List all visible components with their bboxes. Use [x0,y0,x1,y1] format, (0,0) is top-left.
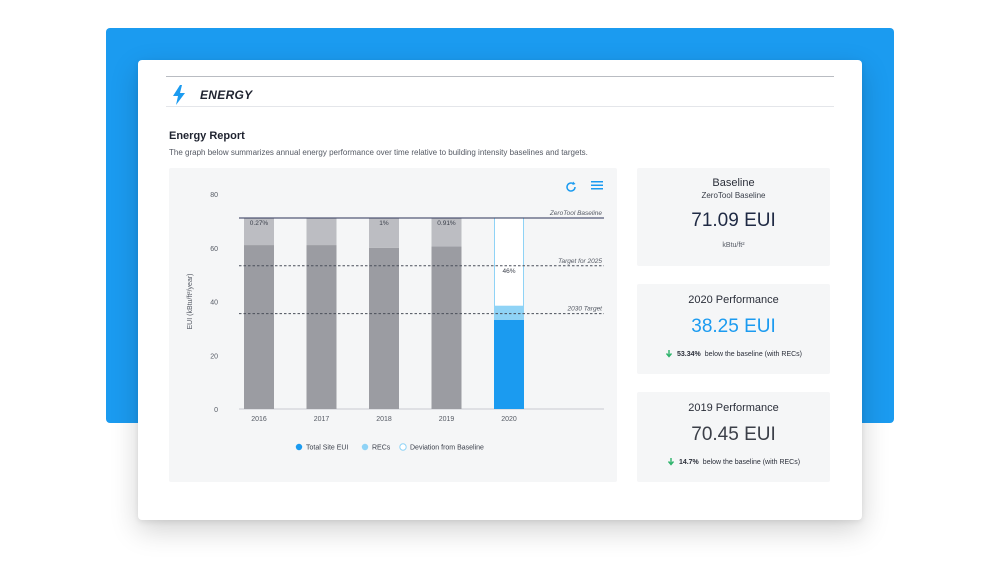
report-description: The graph below summarizes annual energy… [169,148,588,157]
energy-chart-panel: EUI (kBtu/ft²/year) 0 20 40 60 80 2016 0.27% 201… [169,168,617,482]
reference-line-label: Target for 2025 [558,258,602,265]
stat-note: 53.34% below the baseline (with RECs) [637,350,830,358]
performance-2020-stat-card: 2020 Performance 38.25 EUI 53.34% below … [637,284,830,374]
stat-subtitle: ZeroTool Baseline [701,191,766,200]
stat-percent: 53.34% [676,350,701,358]
legend-label: Total Site EUI [306,445,348,452]
bar-deviation-from-baseline [244,217,274,246]
refresh-icon[interactable] [564,180,578,194]
section-title: ENERGY [200,88,253,102]
bar-total-site-eui [431,246,462,409]
bar-deviation-from-baseline [369,217,399,248]
stat-note: 14.7% below the baseline (with RECs) [637,458,830,466]
energy-chart: EUI (kBtu/ft²/year) 0 20 40 60 80 2016 0.27% 201… [187,192,604,452]
legend-marker [361,443,369,451]
bar-deviation-from-baseline [306,217,337,246]
bar-data-label: 0.91% [437,220,456,227]
x-tick-label: 2020 [501,416,517,423]
x-tick-label: 2017 [314,416,330,423]
bar-recs [494,306,524,320]
header-divider [166,106,834,107]
arrow-down-icon [665,350,673,358]
stat-note-text: below the baseline (with RECs) [702,458,801,466]
bar-deviation-from-baseline [431,217,462,247]
x-tick-label: 2019 [439,416,455,423]
y-tick-label: 60 [210,246,218,253]
bar-total-site-eui [306,245,337,409]
top-divider [166,76,834,77]
stat-unit: kBtu/ft² [722,242,745,249]
y-tick-label: 80 [210,192,218,199]
y-axis-label: EUI (kBtu/ft²/year) [187,273,194,329]
reference-line-label: 2030 Target [567,306,604,313]
x-tick-label: 2016 [251,416,267,423]
stat-percent: 14.7% [678,458,699,466]
stat-title: 2020 Performance [688,294,779,306]
stat-title: Baseline [712,177,755,189]
legend-marker [399,443,407,451]
hamburger-menu-icon[interactable] [590,179,604,191]
y-tick-label: 40 [210,300,218,307]
legend-label: RECs [372,445,391,452]
bar-total-site-eui [369,247,399,409]
section-header: ENERGY [172,84,252,106]
lightning-bolt-icon [173,85,185,105]
y-tick-label: 0 [214,407,218,414]
stat-value: 71.09 EUI [691,210,776,231]
stat-value: 70.45 EUI [691,424,776,445]
performance-2019-stat-card: 2019 Performance 70.45 EUI 14.7% below t… [637,392,830,482]
bar-total-site-eui [244,245,274,409]
baseline-stat-card: Baseline ZeroTool Baseline 71.09 EUI kBt… [637,168,830,266]
energy-card: ENERGY Energy Report The graph below sum… [138,60,862,520]
y-tick-label: 20 [210,353,218,360]
stat-note-text: below the baseline (with RECs) [704,350,802,358]
bar-total-site-eui [494,319,524,409]
bar-data-label: 1% [379,220,389,227]
legend-label: Deviation from Baseline [410,445,484,452]
legend-marker [295,443,303,451]
report-title: Energy Report [169,130,245,142]
arrow-down-icon [667,458,674,466]
stat-value: 38.25 EUI [691,316,776,337]
bar-data-label: 46% [502,268,515,275]
bar-data-label: 0.27% [250,220,269,227]
bar-deviation-from-baseline [494,217,524,307]
stat-title: 2019 Performance [688,402,779,414]
x-tick-label: 2018 [376,416,392,423]
reference-line-label: ZeroTool Baseline [549,210,603,217]
